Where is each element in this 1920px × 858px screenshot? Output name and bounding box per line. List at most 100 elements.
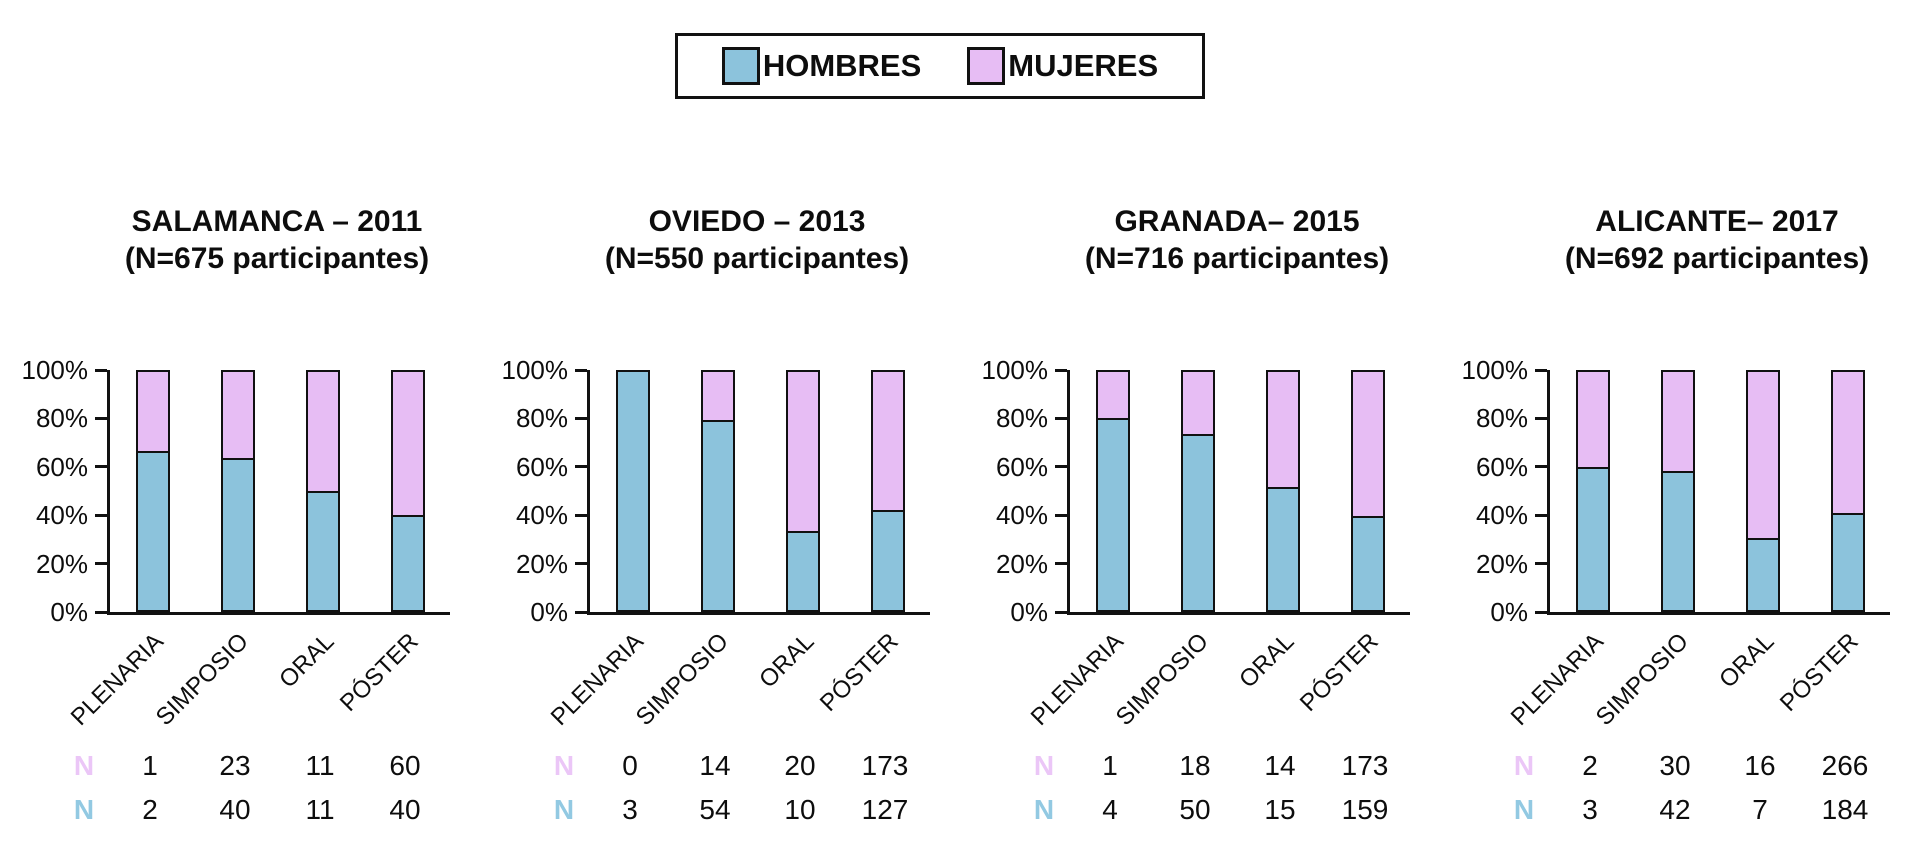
count-value: 42	[1659, 794, 1691, 825]
bar-segment-hombres	[1661, 471, 1695, 612]
y-axis-label: 80%	[1475, 403, 1528, 434]
category-label: SIMPOSIO	[631, 628, 735, 732]
count-value: 23	[219, 750, 251, 781]
legend-item-hombres: HOMBRES	[721, 47, 921, 85]
bar-segment-hombres	[1746, 538, 1780, 612]
count-value: 54	[699, 794, 731, 825]
y-axis-label: 20%	[995, 548, 1048, 579]
bar-segment-mujeres	[1661, 370, 1695, 473]
category-label: PÓSTER	[1775, 628, 1865, 717]
plot-area: 100% 80% 60% 40% 20% 0%	[502, 356, 930, 626]
n-row-label-mujeres: N	[553, 750, 575, 781]
bar-segment-hombres	[391, 515, 425, 612]
bar-segment-mujeres	[1576, 370, 1610, 469]
y-axis-label: 60%	[995, 451, 1048, 482]
y-axis-label: 60%	[1475, 451, 1528, 482]
count-value: 2	[1582, 750, 1598, 781]
bar-segment-hombres	[1831, 513, 1865, 612]
y-axis-label: 0%	[50, 597, 88, 627]
count-value: 40	[219, 794, 251, 825]
count-value: 7	[1752, 794, 1768, 825]
count-value: 3	[1582, 794, 1598, 825]
y-axis-label: 40%	[995, 500, 1048, 531]
y-axis-label: 0%	[1490, 597, 1528, 627]
y-axis-tick	[1535, 513, 1547, 517]
y-axis-tick	[1535, 368, 1547, 372]
bar-segment-mujeres	[1351, 370, 1385, 518]
plot-area: 100% 80% 60% 40% 20% 0%	[22, 356, 450, 626]
count-value: 184	[1821, 794, 1869, 825]
y-axis-tick	[1055, 562, 1067, 566]
y-axis-tick	[575, 513, 587, 517]
count-value: 3	[622, 794, 638, 825]
count-value: 159	[1341, 794, 1389, 825]
category-label: SIMPOSIO	[1111, 628, 1215, 732]
y-axis-label: 80%	[515, 403, 568, 434]
category-label: ORAL	[753, 628, 820, 694]
plot-area: 100% 80% 60% 40% 20% 0%	[1462, 356, 1890, 626]
bar-segment-hombres	[701, 420, 735, 612]
chart-title-line2: (N=675 participantes)	[124, 242, 430, 275]
bar-segment-mujeres	[786, 370, 820, 533]
category-axis: PLENARIA SIMPOSIO ORAL PÓSTER	[1506, 612, 1887, 747]
count-value: 16	[1744, 750, 1776, 781]
bar-segment-mujeres	[1831, 370, 1865, 515]
y-axis-tick	[1055, 610, 1067, 614]
bar-segment-hombres	[1181, 434, 1215, 612]
y-axis-label: 40%	[515, 500, 568, 531]
count-value: 1	[142, 750, 158, 781]
bar-segment-mujeres	[306, 370, 340, 493]
y-axis-label: 100%	[501, 355, 569, 385]
bar-segment-hombres	[1266, 487, 1300, 612]
y-axis-label: 20%	[35, 548, 88, 579]
y-axis-label: 100%	[981, 355, 1049, 385]
category-label: PÓSTER	[335, 628, 425, 717]
count-value: 50	[1179, 794, 1211, 825]
bar-segment-mujeres	[871, 370, 905, 512]
category-label: PÓSTER	[1295, 628, 1385, 717]
count-value: 173	[861, 750, 909, 781]
count-value: 266	[1821, 750, 1869, 781]
y-axis-tick	[1535, 465, 1547, 469]
y-axis-tick	[1055, 416, 1067, 420]
count-value: 127	[861, 794, 909, 825]
chart-column: GRANADA– 2015 (N=716 participantes) 100% 80…	[960, 0, 1440, 858]
legend: HOMBRES MUJERES	[675, 33, 1205, 99]
count-value: 18	[1179, 750, 1211, 781]
y-axis-label: 60%	[515, 451, 568, 482]
n-row-label-mujeres: N	[1033, 750, 1055, 781]
bar-segment-mujeres	[391, 370, 425, 517]
chart-column: ALICANTE– 2017 (N=692 participantes) 100% 8…	[1440, 0, 1920, 858]
count-value: 40	[389, 794, 421, 825]
n-row-label-hombres: N	[1033, 794, 1055, 825]
category-label: SIMPOSIO	[151, 628, 255, 732]
count-value: 30	[1659, 750, 1691, 781]
n-row-label-hombres: N	[553, 794, 575, 825]
bar-segment-mujeres	[1181, 370, 1215, 436]
chart-title: SALAMANCA – 2011 (N=675 participantes)	[97, 203, 457, 277]
category-label: SIMPOSIO	[1591, 628, 1695, 732]
legend-item-mujeres: MUJERES	[967, 47, 1158, 85]
bar-segment-hombres	[1096, 418, 1130, 612]
y-axis-tick	[95, 368, 107, 372]
bar-segment-hombres	[616, 370, 650, 612]
y-axis-tick	[575, 368, 587, 372]
category-axis: PLENARIA SIMPOSIO ORAL PÓSTER	[1026, 612, 1407, 747]
chart-column: OVIEDO – 2013 (N=550 participantes) 100% 80…	[480, 0, 960, 858]
bar-segment-hombres	[786, 531, 820, 612]
count-value: 14	[1264, 750, 1296, 781]
y-axis-tick	[575, 562, 587, 566]
n-row-label-hombres: N	[73, 794, 95, 825]
category-label: ORAL	[1713, 628, 1780, 694]
plot-area: 100% 80% 60% 40% 20% 0%	[982, 356, 1410, 626]
bar-segment-mujeres	[1746, 370, 1780, 540]
y-axis-label: 80%	[995, 403, 1048, 434]
legend-label-mujeres: MUJERES	[1008, 48, 1159, 83]
y-axis-tick	[575, 465, 587, 469]
mujeres-swatch-icon	[967, 47, 1006, 85]
count-value: 1	[1102, 750, 1118, 781]
count-value: 4	[1102, 794, 1118, 825]
hombres-swatch-icon	[721, 47, 760, 85]
bar-segment-hombres	[1576, 467, 1610, 612]
y-axis-label: 0%	[1010, 597, 1048, 627]
